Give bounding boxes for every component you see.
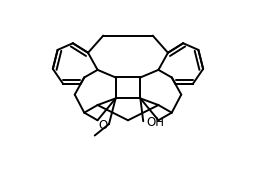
Text: OH: OH <box>146 116 164 129</box>
Text: O: O <box>99 119 108 132</box>
